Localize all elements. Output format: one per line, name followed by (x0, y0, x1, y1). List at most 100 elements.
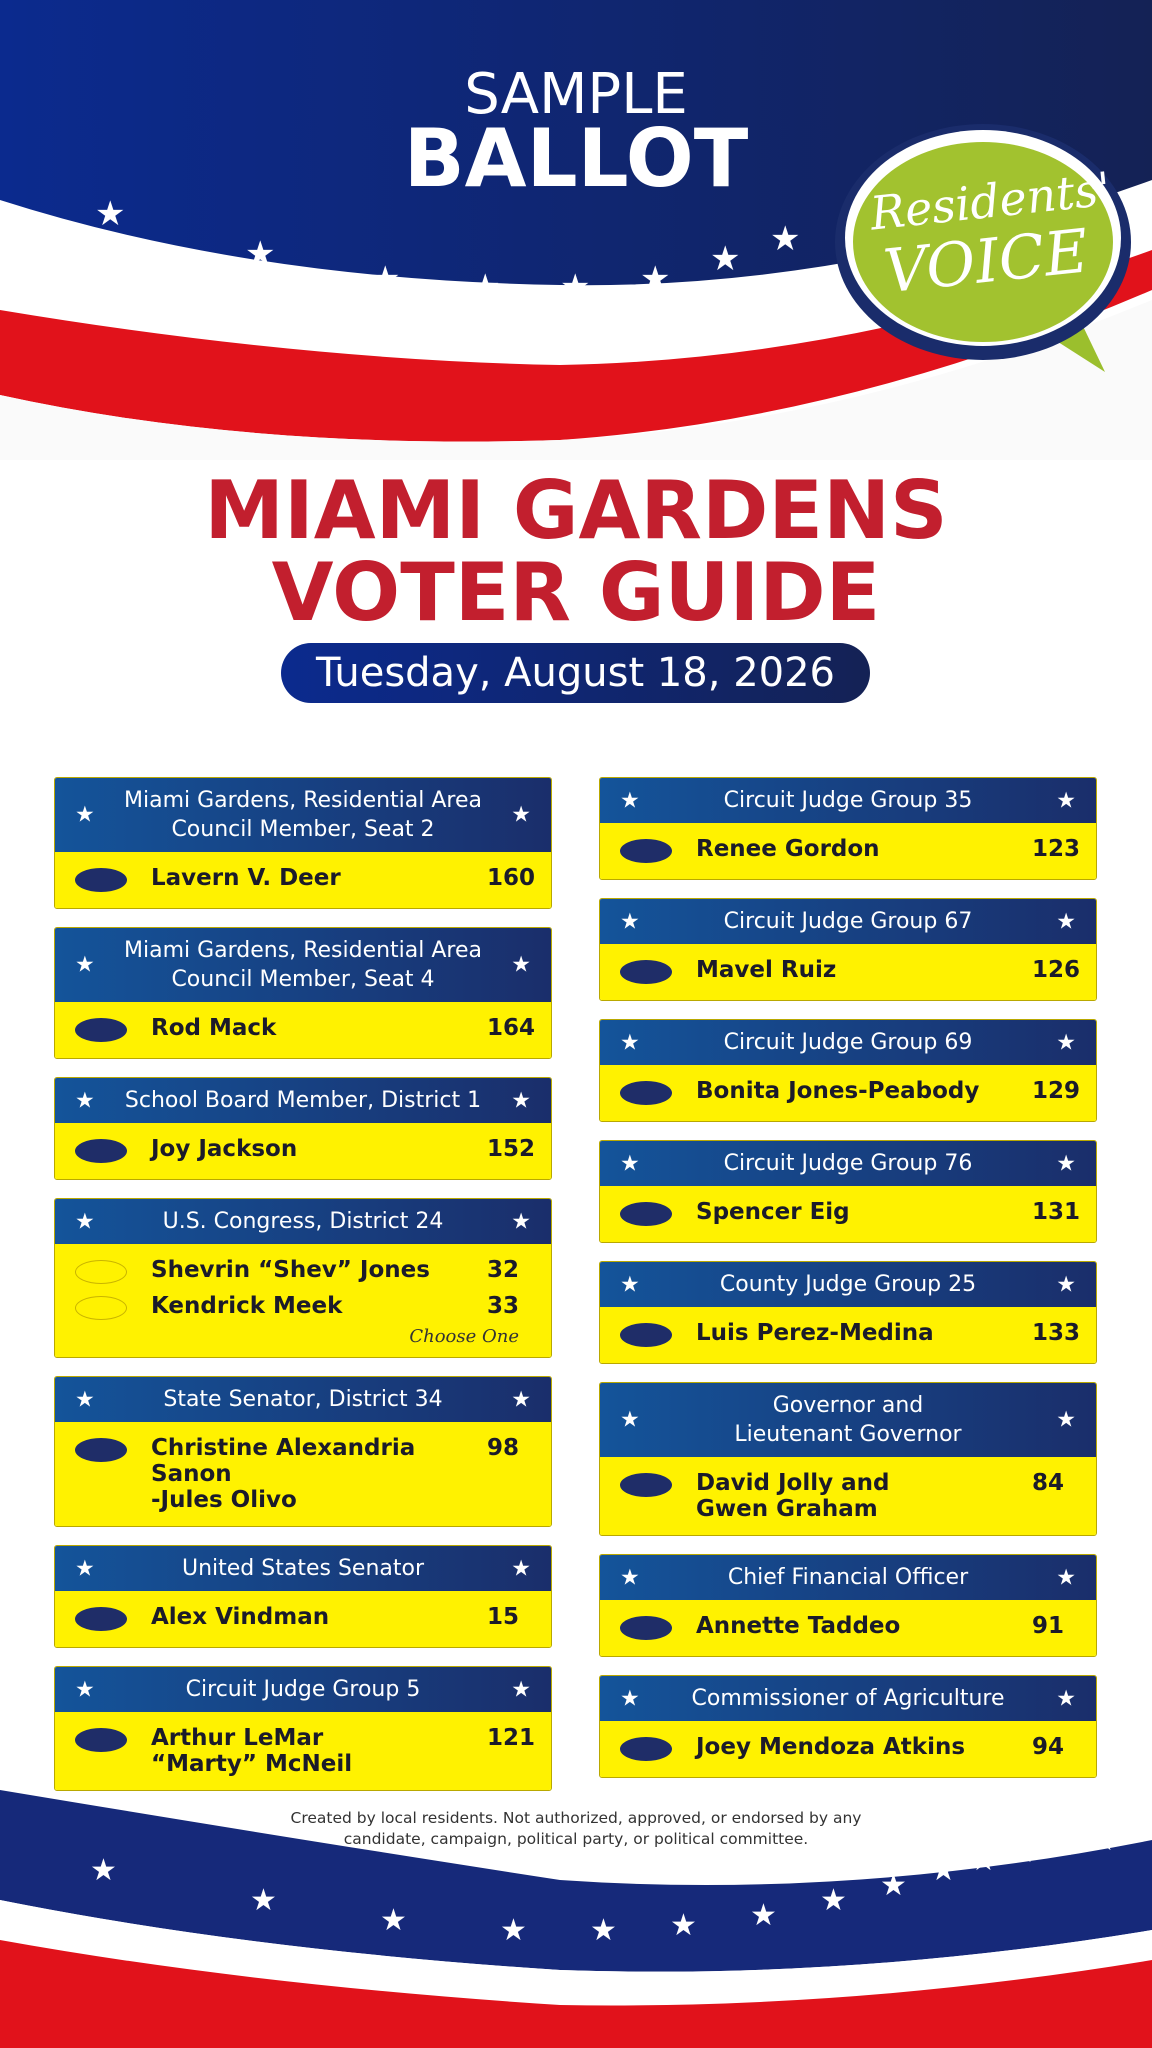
svg-text:★: ★ (95, 194, 125, 234)
star-icon: ★ (511, 952, 531, 978)
race-body: Luis Perez-Medina 133 (600, 1307, 1096, 1363)
race-header: ★ ★ Circuit Judge Group 76 (600, 1141, 1096, 1186)
candidate-number: 91 (1032, 1613, 1065, 1639)
ballot-label: BALLOT (403, 112, 749, 205)
stars: ★ ★ ★ ★ ★ ★ ★ ★ (95, 194, 800, 307)
candidate-row: Alex Vindman 15 (55, 1601, 551, 1637)
sample-label: SAMPLE (464, 62, 688, 127)
race-body: Christine Alexandria Sanon -Jules Olivo 98 (55, 1422, 551, 1526)
race-title-line: Circuit Judge Group 69 (723, 1030, 973, 1055)
candidate-number: 84 (1032, 1470, 1065, 1496)
race-header: ★ ★ Circuit Judge Group 67 (600, 899, 1096, 944)
candidate-name: Shevrin “Shev” Jones (151, 1257, 487, 1283)
race-body: Joy Jackson 152 (55, 1123, 551, 1179)
race-header: ★ ★ Circuit Judge Group 5 (55, 1667, 551, 1712)
candidate-name: Renee Gordon (696, 836, 1032, 862)
race-title-line: School Board Member, District 1 (124, 1088, 482, 1113)
race-title-line: Circuit Judge Group 67 (723, 909, 973, 934)
candidate-name: Spencer Eig (696, 1199, 1032, 1225)
ballot-oval (620, 960, 672, 984)
candidate-row: Luis Perez-Medina 133 (600, 1317, 1096, 1353)
race-box: ★ ★ Circuit Judge Group 67 Mavel Ruiz 126 (599, 898, 1097, 1001)
candidate-name: Joey Mendoza Atkins (696, 1734, 1032, 1760)
candidate-name-line: Alex Vindman (151, 1604, 330, 1630)
column: ★ ★ Circuit Judge Group 35 Renee Gordon 123 ★… (599, 777, 1097, 1796)
svg-text:★: ★ (245, 234, 275, 274)
footer-banner: ★ ★ ★ ★ ★ ★ ★ ★ ★ ★ ★ ★ ★ ★ (0, 1790, 1152, 2048)
candidate-name: Kendrick Meek (151, 1293, 487, 1319)
svg-text:★: ★ (1050, 1828, 1077, 1863)
candidate-number: 133 (1032, 1320, 1081, 1346)
star-icon: ★ (511, 802, 531, 828)
race-box: ★ ★ Miami Gardens, Residential Area Council… (54, 927, 552, 1059)
star-icon: ★ (1056, 1407, 1076, 1433)
svg-text:★: ★ (590, 1913, 617, 1948)
ballot-oval (75, 1139, 127, 1163)
title-line: VOTER GUIDE (271, 546, 881, 639)
race-header: ★ ★ Miami Gardens, Residential Area Council… (55, 778, 551, 852)
star-icon: ★ (75, 1387, 95, 1412)
candidate-number: 129 (1032, 1078, 1081, 1104)
race-body: Annette Taddeo 91 (600, 1600, 1096, 1656)
race-box: ★ ★ School Board Member, District 1 Joy Jac… (54, 1077, 552, 1180)
candidate-name: Lavern V. Deer (151, 865, 487, 891)
race-body: Renee Gordon 123 (600, 823, 1096, 879)
disclaimer-line: Created by local residents. Not authoriz… (290, 1809, 862, 1827)
candidate-row: Renee Gordon 123 (600, 833, 1096, 869)
candidate-row: Shevrin “Shev” Jones 32 (55, 1254, 551, 1290)
candidate-number: 98 (487, 1435, 520, 1461)
candidate-name-line: -Jules Olivo (151, 1487, 297, 1513)
candidate-name-line: Joy Jackson (151, 1136, 298, 1162)
star-icon: ★ (1056, 788, 1076, 813)
star-icon: ★ (511, 1088, 531, 1113)
race-title-line: Commissioner of Agriculture (691, 1686, 1005, 1711)
race-title-line: Council Member, Seat 2 (171, 817, 435, 842)
race-box: ★ ★ Miami Gardens, Residential Area Council… (54, 777, 552, 909)
race-body: Mavel Ruiz 126 (600, 944, 1096, 1000)
svg-text:★: ★ (880, 1868, 907, 1903)
race-header: ★ ★ Governor and Lieutenant Governor (600, 1383, 1096, 1457)
candidate-name-line: Renee Gordon (696, 836, 880, 862)
race-title-line: Lieutenant Governor (734, 1422, 962, 1447)
candidate-name: Annette Taddeo (696, 1613, 1032, 1639)
candidate-row: Christine Alexandria Sanon -Jules Olivo 98 (55, 1432, 551, 1516)
race-box: ★ ★ Chief Financial Officer Annette Taddeo 9… (599, 1554, 1097, 1657)
candidate-row: Rod Mack 164 (55, 1012, 551, 1048)
star-icon: ★ (75, 1088, 95, 1113)
candidate-row: Annette Taddeo 91 (600, 1610, 1096, 1646)
star-icon: ★ (75, 1556, 95, 1581)
race-header: ★ ★ Circuit Judge Group 35 (600, 778, 1096, 823)
candidate-name-line: Spencer Eig (696, 1199, 850, 1225)
candidate-name: Luis Perez-Medina (696, 1320, 1032, 1346)
race-title-line: Circuit Judge Group 35 (723, 788, 973, 813)
candidate-row: Spencer Eig 131 (600, 1196, 1096, 1232)
candidate-name: Joy Jackson (151, 1136, 487, 1162)
ballot-oval (620, 839, 672, 863)
star-icon: ★ (620, 1565, 640, 1590)
star-icon: ★ (1056, 1272, 1076, 1297)
star-icon: ★ (620, 788, 640, 813)
race-header: ★ ★ Commissioner of Agriculture (600, 1676, 1096, 1721)
race-header: ★ ★ U.S. Congress, District 24 (55, 1199, 551, 1244)
svg-text:★: ★ (640, 259, 670, 299)
candidate-number: 121 (487, 1725, 536, 1751)
candidate-name-line: Gwen Graham (696, 1496, 878, 1522)
candidate-name-line: Lavern V. Deer (151, 865, 341, 891)
svg-text:★: ★ (750, 1898, 777, 1933)
race-body: Arthur LeMar “Marty” McNeil 121 (55, 1712, 551, 1790)
stars: ★ ★ ★ ★ ★ ★ ★ ★ ★ ★ ★ ★ ★ ★ (90, 1823, 1117, 1948)
candidate-number: 164 (487, 1015, 536, 1041)
svg-text:★: ★ (560, 267, 590, 307)
candidate-row: Mavel Ruiz 126 (600, 954, 1096, 990)
race-header: ★ ★ United States Senator (55, 1546, 551, 1591)
svg-text:★: ★ (1010, 1835, 1037, 1870)
candidate-number: 126 (1032, 957, 1081, 983)
star-icon: ★ (75, 1209, 95, 1234)
race-box: ★ ★ United States Senator Alex Vindman 15 (54, 1545, 552, 1648)
svg-text:★: ★ (820, 1883, 847, 1918)
race-header: ★ ★ School Board Member, District 1 (55, 1078, 551, 1123)
candidate-number: 131 (1032, 1199, 1081, 1225)
ballot-oval (75, 1260, 127, 1284)
candidate-number: 15 (487, 1604, 520, 1630)
